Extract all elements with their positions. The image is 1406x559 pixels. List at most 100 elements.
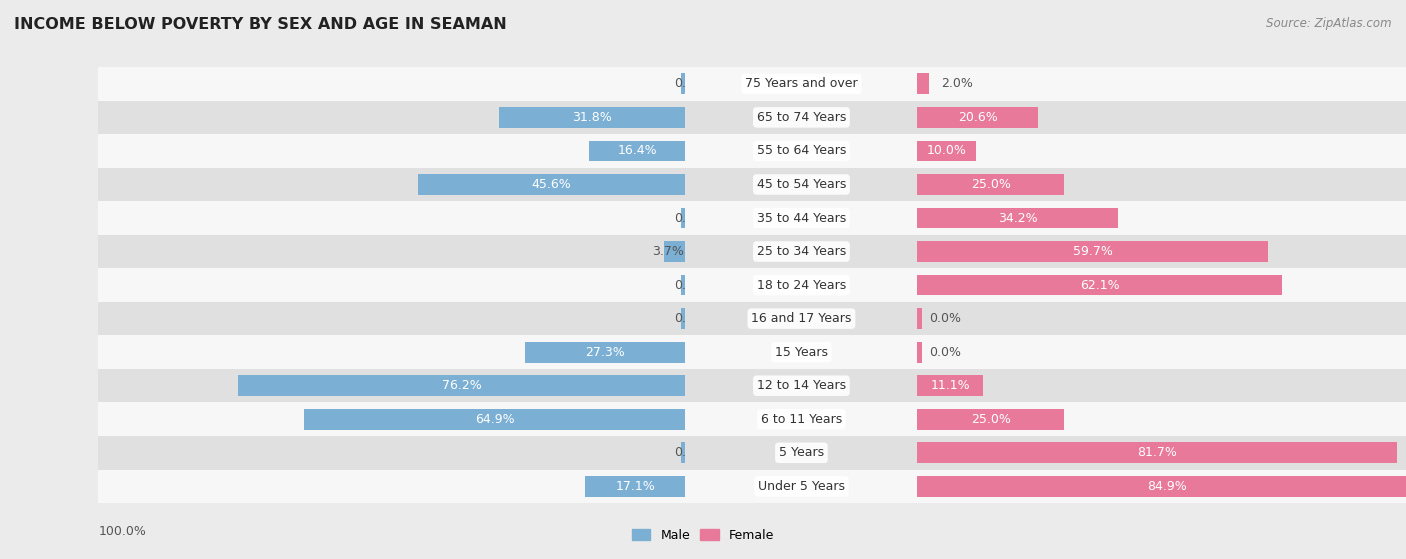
- Bar: [499, 107, 686, 128]
- Bar: [0, 402, 1406, 436]
- Bar: [0, 168, 1406, 201]
- Bar: [0, 335, 1406, 369]
- Bar: [917, 140, 976, 162]
- Text: 81.7%: 81.7%: [1137, 446, 1177, 459]
- Text: 62.1%: 62.1%: [1080, 278, 1119, 292]
- Text: 64.9%: 64.9%: [475, 413, 515, 426]
- Bar: [664, 241, 686, 262]
- Bar: [0, 470, 1406, 503]
- Text: 55 to 64 Years: 55 to 64 Years: [756, 144, 846, 158]
- Bar: [418, 174, 686, 195]
- Bar: [238, 375, 686, 396]
- Bar: [0, 302, 1406, 335]
- Text: 31.8%: 31.8%: [572, 111, 612, 124]
- Text: 16.4%: 16.4%: [617, 144, 657, 158]
- Bar: [0, 168, 1406, 201]
- Bar: [0, 101, 1406, 134]
- Bar: [0, 134, 1406, 168]
- Bar: [681, 73, 686, 94]
- Text: 84.9%: 84.9%: [1147, 480, 1187, 493]
- Text: 45.6%: 45.6%: [531, 178, 571, 191]
- Text: 3.7%: 3.7%: [652, 245, 683, 258]
- Bar: [917, 442, 1398, 463]
- Text: 12 to 14 Years: 12 to 14 Years: [756, 379, 846, 392]
- Text: 18 to 24 Years: 18 to 24 Years: [756, 278, 846, 292]
- Text: 75 Years and over: 75 Years and over: [745, 77, 858, 91]
- Bar: [681, 308, 686, 329]
- Bar: [0, 369, 1406, 402]
- Bar: [0, 201, 1406, 235]
- Bar: [0, 101, 1406, 134]
- Bar: [0, 168, 1406, 201]
- Bar: [0, 302, 1406, 335]
- Bar: [0, 67, 1406, 101]
- Text: 6 to 11 Years: 6 to 11 Years: [761, 413, 842, 426]
- Bar: [0, 67, 1406, 101]
- Text: 65 to 74 Years: 65 to 74 Years: [756, 111, 846, 124]
- Bar: [917, 375, 983, 396]
- Bar: [917, 308, 922, 329]
- Text: 0.0%: 0.0%: [673, 446, 706, 459]
- Bar: [917, 241, 1268, 262]
- Text: 0.0%: 0.0%: [673, 211, 706, 225]
- Text: 17.1%: 17.1%: [616, 480, 655, 493]
- Bar: [0, 470, 1406, 503]
- Bar: [585, 476, 686, 497]
- Bar: [0, 369, 1406, 402]
- Bar: [0, 268, 1406, 302]
- Bar: [917, 207, 1118, 229]
- Bar: [917, 342, 922, 363]
- Text: 2.0%: 2.0%: [941, 77, 973, 91]
- Bar: [0, 402, 1406, 436]
- Bar: [0, 369, 1406, 402]
- Text: Under 5 Years: Under 5 Years: [758, 480, 845, 493]
- Bar: [0, 436, 1406, 470]
- Bar: [305, 409, 686, 430]
- Bar: [0, 470, 1406, 503]
- Text: 0.0%: 0.0%: [673, 312, 706, 325]
- Text: 25.0%: 25.0%: [972, 178, 1011, 191]
- Text: 45 to 54 Years: 45 to 54 Years: [756, 178, 846, 191]
- Bar: [0, 402, 1406, 436]
- Bar: [917, 174, 1064, 195]
- Text: Source: ZipAtlas.com: Source: ZipAtlas.com: [1267, 17, 1392, 30]
- Bar: [681, 274, 686, 296]
- Bar: [917, 107, 1039, 128]
- Text: INCOME BELOW POVERTY BY SEX AND AGE IN SEAMAN: INCOME BELOW POVERTY BY SEX AND AGE IN S…: [14, 17, 506, 32]
- Bar: [0, 268, 1406, 302]
- Bar: [917, 476, 1406, 497]
- Bar: [0, 101, 1406, 134]
- Bar: [0, 302, 1406, 335]
- Text: 15 Years: 15 Years: [775, 345, 828, 359]
- Text: 25 to 34 Years: 25 to 34 Years: [756, 245, 846, 258]
- Text: 11.1%: 11.1%: [931, 379, 970, 392]
- Bar: [681, 207, 686, 229]
- Text: 27.3%: 27.3%: [585, 345, 626, 359]
- Text: 10.0%: 10.0%: [927, 144, 967, 158]
- Bar: [0, 436, 1406, 470]
- Bar: [917, 73, 929, 94]
- Bar: [917, 274, 1282, 296]
- Bar: [0, 67, 1406, 101]
- Bar: [0, 268, 1406, 302]
- Text: 35 to 44 Years: 35 to 44 Years: [756, 211, 846, 225]
- Bar: [0, 235, 1406, 268]
- Bar: [0, 134, 1406, 168]
- Text: 34.2%: 34.2%: [998, 211, 1038, 225]
- Bar: [681, 442, 686, 463]
- Bar: [0, 235, 1406, 268]
- Text: 16 and 17 Years: 16 and 17 Years: [751, 312, 852, 325]
- Bar: [0, 201, 1406, 235]
- Bar: [0, 235, 1406, 268]
- Bar: [0, 134, 1406, 168]
- Text: 0.0%: 0.0%: [929, 312, 962, 325]
- Text: 5 Years: 5 Years: [779, 446, 824, 459]
- Legend: Male, Female: Male, Female: [627, 524, 779, 547]
- Text: 0.0%: 0.0%: [673, 77, 706, 91]
- Text: 25.0%: 25.0%: [972, 413, 1011, 426]
- Bar: [589, 140, 686, 162]
- Bar: [0, 436, 1406, 470]
- Text: 100.0%: 100.0%: [98, 525, 146, 538]
- Text: 59.7%: 59.7%: [1073, 245, 1112, 258]
- Bar: [0, 335, 1406, 369]
